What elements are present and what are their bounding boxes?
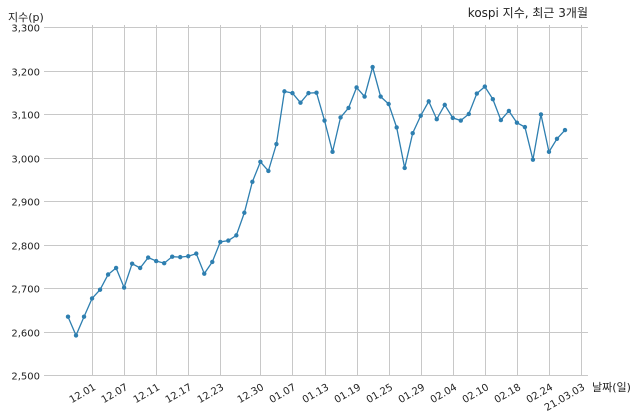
- data-point: [153, 258, 159, 264]
- x-tick-label: 01.25: [365, 382, 395, 406]
- data-point: [137, 265, 143, 271]
- data-point: [490, 97, 496, 102]
- data-point: [129, 261, 135, 266]
- data-point: [330, 149, 335, 155]
- x-axis-title: 날짜(일): [592, 380, 631, 394]
- data-point: [105, 272, 111, 277]
- data-point: [434, 117, 439, 122]
- data-point: [530, 157, 536, 162]
- x-tick-label: 01.07: [268, 382, 298, 406]
- data-point: [202, 271, 207, 276]
- data-point: [442, 102, 447, 108]
- y-tick-label: 2,800: [11, 242, 40, 253]
- y-tick-label: 2,900: [11, 198, 40, 209]
- data-point: [402, 165, 407, 171]
- x-tick-label: 12.01: [68, 382, 98, 406]
- data-point: [506, 108, 512, 114]
- y-tick-label: 3,200: [11, 68, 40, 79]
- x-tick-label: 01.13: [301, 382, 331, 406]
- data-point: [186, 254, 191, 259]
- data-point: [450, 115, 455, 121]
- data-point: [338, 115, 343, 120]
- grid: [44, 25, 588, 376]
- data-point: [514, 120, 520, 125]
- y-tick-label: 3,000: [11, 155, 40, 166]
- x-tick-label: 12.07: [100, 382, 130, 406]
- data-point: [266, 168, 271, 174]
- chart-title: kospi 지수, 최근 3개월: [468, 6, 588, 20]
- data-point: [194, 251, 199, 256]
- data-point: [386, 101, 391, 107]
- x-tick-label: 01.19: [333, 382, 363, 406]
- data-point: [426, 99, 431, 104]
- y-tick-label: 2,600: [11, 329, 40, 340]
- data-point: [89, 296, 95, 301]
- data-point: [258, 159, 263, 165]
- data-point: [482, 84, 488, 89]
- data-point: [554, 136, 560, 141]
- data-point: [370, 64, 375, 70]
- data-point: [322, 118, 327, 123]
- x-tick-label: 12.23: [196, 382, 226, 406]
- x-tick-label: 12.17: [164, 382, 194, 406]
- x-tick-label: 12.11: [132, 382, 162, 406]
- data-point: [226, 238, 231, 243]
- y-axis: 2,500 2,600 2,700 2,800 2,900 3,000 3,100 3,200…: [11, 24, 40, 383]
- data-point: [346, 105, 351, 111]
- data-point: [170, 254, 175, 259]
- data-point: [210, 259, 215, 265]
- data-point: [250, 179, 255, 185]
- y-axis-title: 지수(p): [8, 11, 44, 24]
- data-point: [410, 130, 415, 136]
- data-point: [418, 113, 423, 118]
- data-point: [298, 100, 303, 105]
- y-tick-label: 2,700: [11, 285, 40, 296]
- data-point: [498, 117, 504, 123]
- y-tick-label: 2,500: [11, 372, 40, 383]
- data-point: [234, 233, 239, 238]
- data-point: [474, 91, 480, 96]
- data-point: [121, 285, 127, 290]
- data-point: [81, 314, 87, 319]
- data-point: [362, 94, 367, 99]
- data-point: [274, 141, 279, 147]
- data-point: [65, 314, 71, 319]
- data-point: [538, 112, 544, 117]
- x-tick-label: 02.04: [429, 382, 459, 406]
- data-point: [145, 255, 151, 260]
- data-point: [242, 210, 247, 215]
- data-point: [282, 89, 287, 94]
- data-point: [562, 127, 568, 133]
- data-point: [290, 90, 295, 96]
- data-point: [161, 261, 167, 266]
- x-axis: 12.01 12.07 12.11 12.17 12.23 12.30 01.07 01.13…: [68, 382, 587, 414]
- x-tick-label: 12.30: [236, 382, 266, 406]
- data-point: [522, 124, 528, 130]
- data-point: [314, 90, 319, 95]
- data-point: [73, 333, 79, 338]
- data-point: [394, 125, 399, 130]
- data-point: [466, 111, 472, 117]
- data-point: [546, 149, 552, 155]
- data-point: [378, 94, 383, 99]
- x-tick-label: 02.10: [461, 382, 491, 406]
- data-point: [218, 239, 223, 245]
- series-kospi: [65, 64, 568, 338]
- y-tick-label: 3,300: [11, 24, 40, 35]
- x-tick-label: 01.29: [397, 382, 427, 406]
- data-point: [354, 85, 359, 90]
- data-point: [458, 118, 463, 123]
- data-point: [97, 287, 103, 292]
- data-point: [178, 254, 183, 260]
- y-tick-label: 3,100: [11, 111, 40, 122]
- data-point: [306, 90, 311, 96]
- data-point: [113, 265, 119, 271]
- x-tick-label: 02.18: [493, 382, 523, 406]
